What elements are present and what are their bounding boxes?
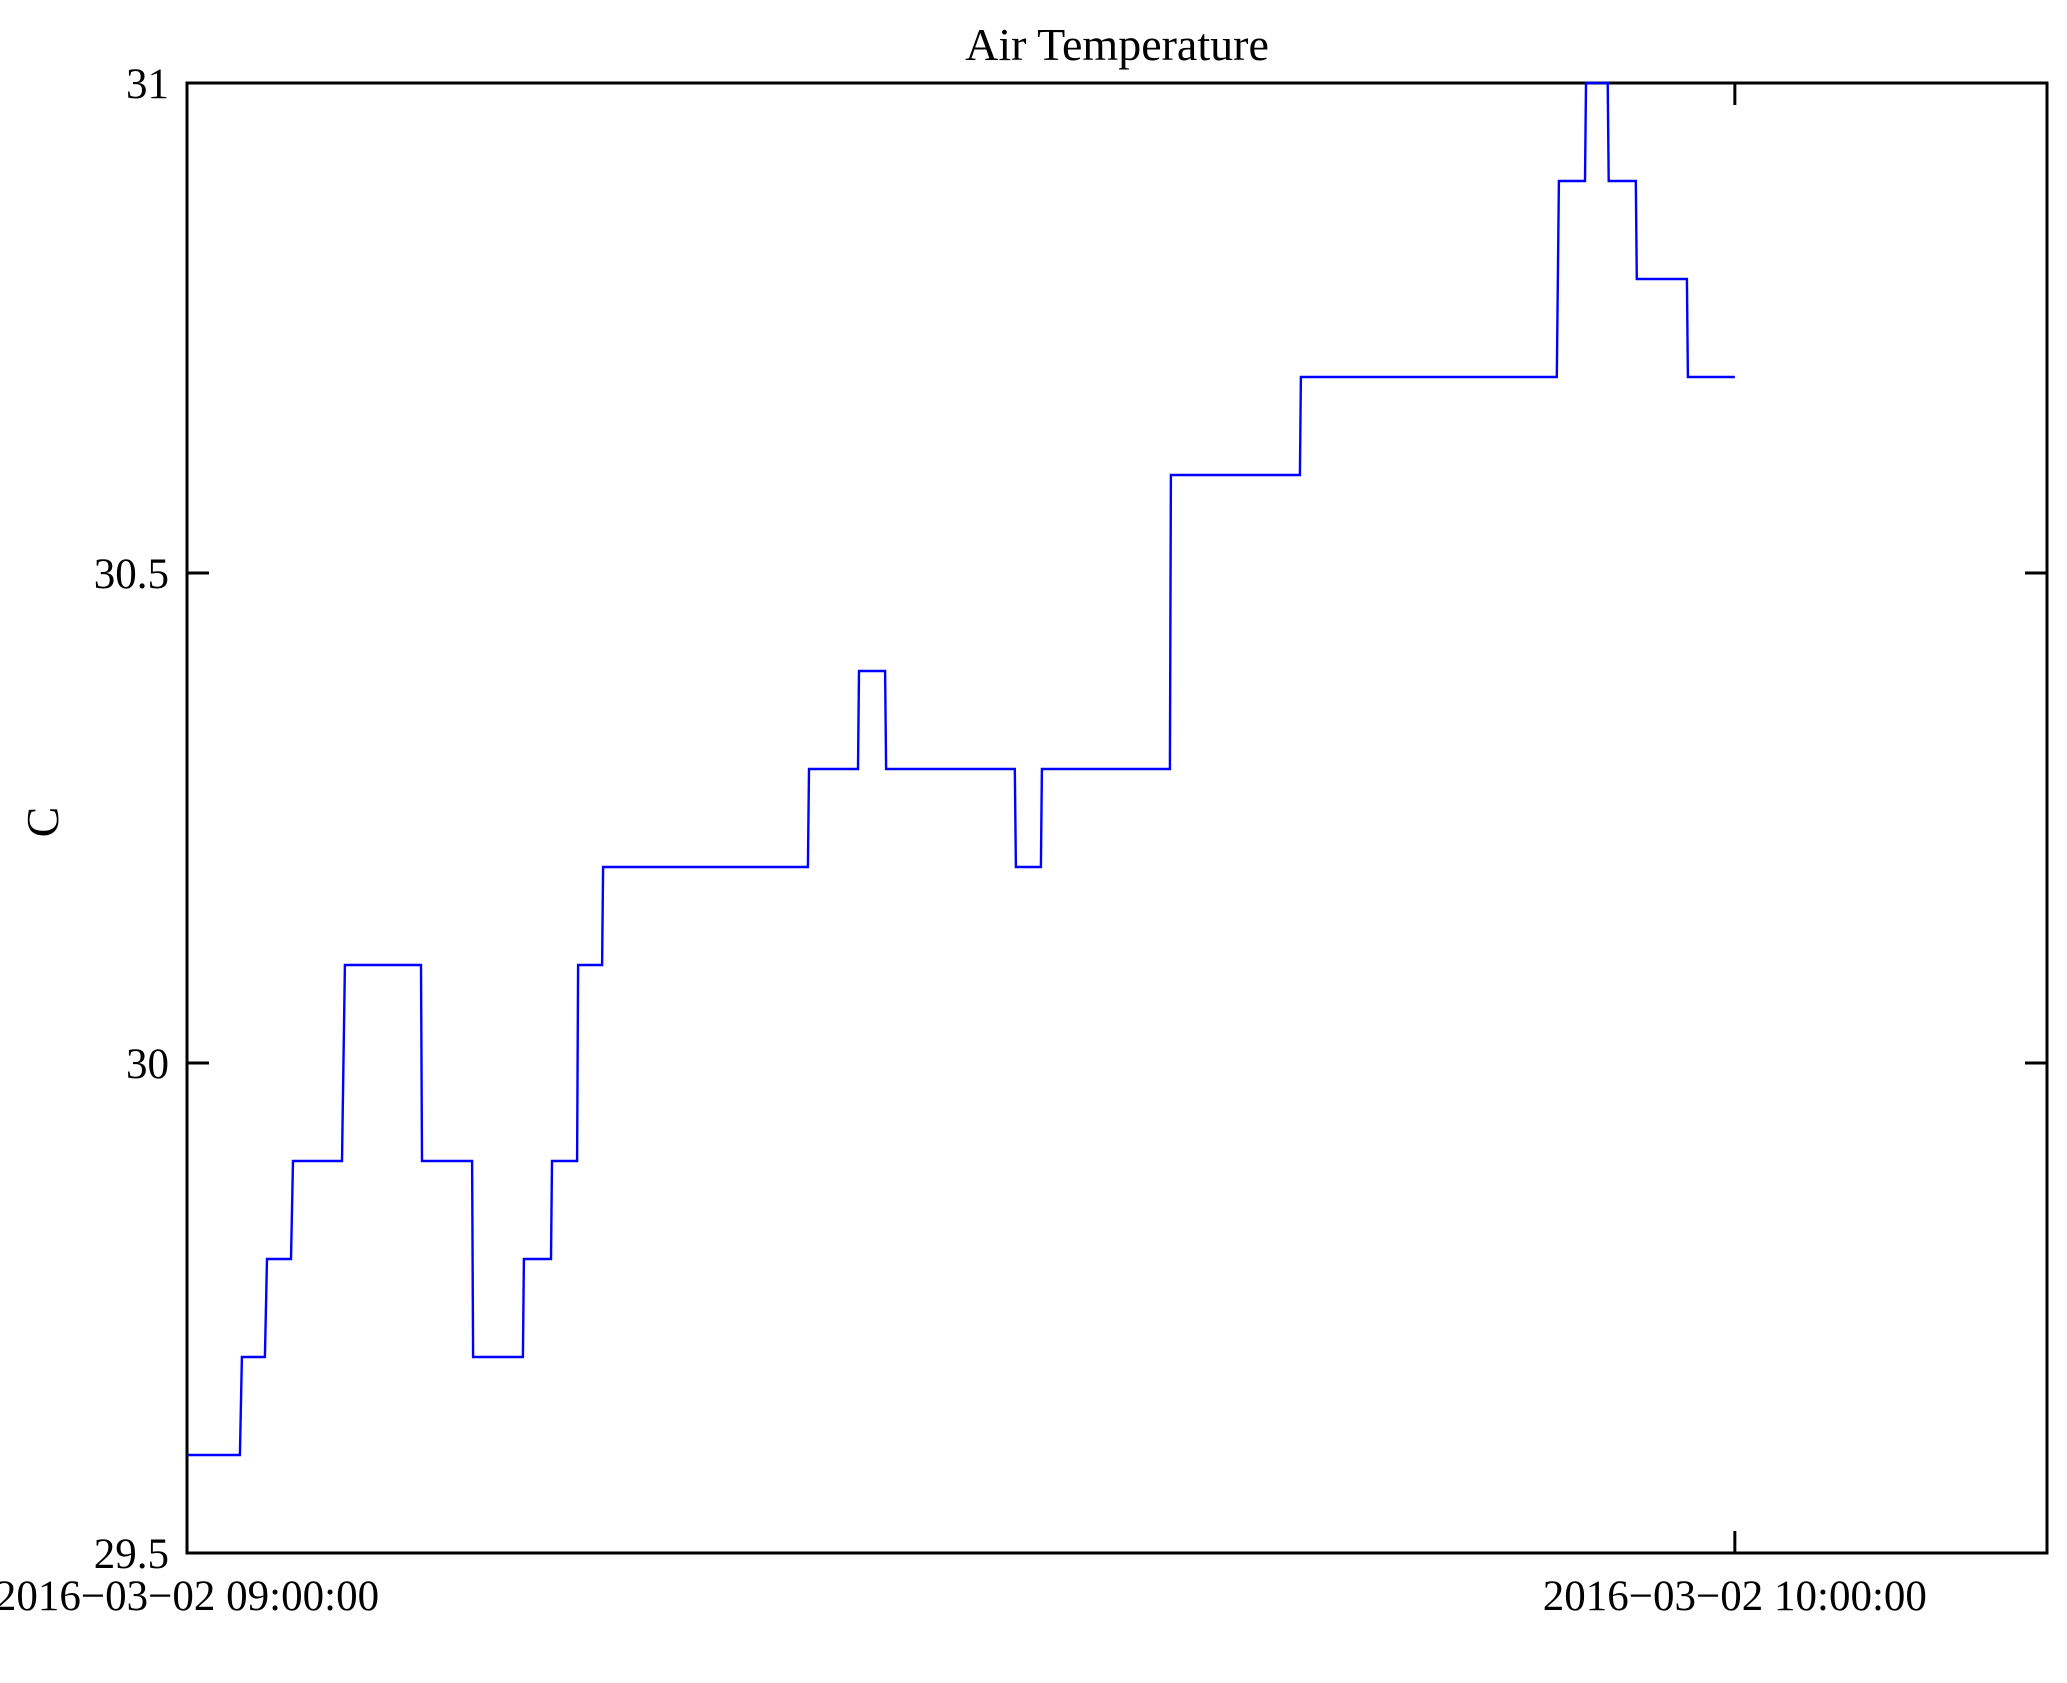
- chart-title: Air Temperature: [965, 19, 1269, 70]
- y-tick-label: 30.5: [94, 551, 169, 598]
- ticks-layer: [185, 81, 2047, 1555]
- y-tick-label: 30: [126, 1041, 169, 1088]
- x-tick-label: 2016−03−02 09:00:00: [0, 1573, 379, 1620]
- axes-frame: [185, 81, 2049, 1555]
- tick-labels-layer: 29.5 30 30.5 31 2016−03−02 09:00:00 2016−03−0…: [0, 61, 1927, 1620]
- y-axis-label: C: [17, 807, 68, 838]
- y-tick-label: 31: [126, 61, 169, 108]
- x-tick-label: 2016−03−02 10:00:00: [1543, 1573, 1927, 1620]
- temperature-step-line: [187, 81, 1735, 1457]
- series-layer: [187, 81, 1735, 1457]
- y-tick-label: 29.5: [94, 1531, 169, 1578]
